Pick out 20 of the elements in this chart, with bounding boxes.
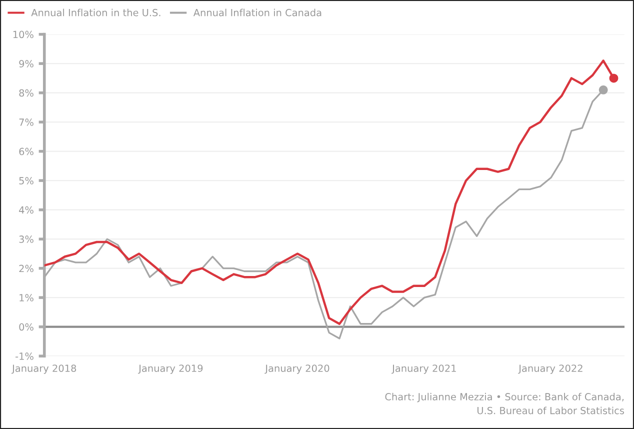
y-tick-label: 2% bbox=[19, 264, 34, 272]
y-tick-label: 3% bbox=[19, 236, 34, 243]
y-tick-label: 1% bbox=[20, 294, 34, 302]
x-tick-label: January 2019 bbox=[138, 364, 203, 374]
y-tick-label: 7% bbox=[19, 118, 34, 126]
x-tick-label: January 2022 bbox=[518, 364, 582, 374]
y-tick-label: 10% bbox=[13, 30, 34, 38]
x-tick-label: January 2020 bbox=[264, 364, 330, 374]
legend-label: Annual Inflation in Canada bbox=[193, 8, 322, 16]
y-tick-label: 0% bbox=[19, 323, 34, 331]
text: Chart: Julianne Mezzia • Source: Bank of Canada, U.S. Bureau of Labor Statistics bbox=[385, 392, 624, 414]
x-tick-label: January 2018 bbox=[12, 364, 76, 374]
y-tick-label: 5% bbox=[19, 177, 34, 184]
y-tick-label: 4% bbox=[19, 206, 34, 214]
y-tick-label: 8% bbox=[19, 89, 34, 97]
y-tick-label: 6% bbox=[19, 148, 34, 156]
y-tick-label: -1% bbox=[16, 352, 34, 360]
y-tick-label: 9% bbox=[19, 60, 34, 68]
legend-label: Annual Inflation in the U.S. bbox=[31, 8, 160, 16]
x-tick-label: January 2021 bbox=[392, 364, 456, 374]
